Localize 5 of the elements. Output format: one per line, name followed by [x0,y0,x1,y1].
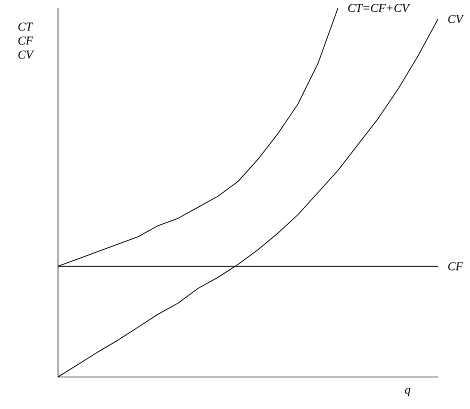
series-label: CF [448,262,463,270]
series-label: CV [448,14,464,24]
x-axis-title: q [405,388,410,396]
series-label: CT=CF+CV [348,4,410,12]
y-axis-title: CT CF CV [18,22,34,59]
